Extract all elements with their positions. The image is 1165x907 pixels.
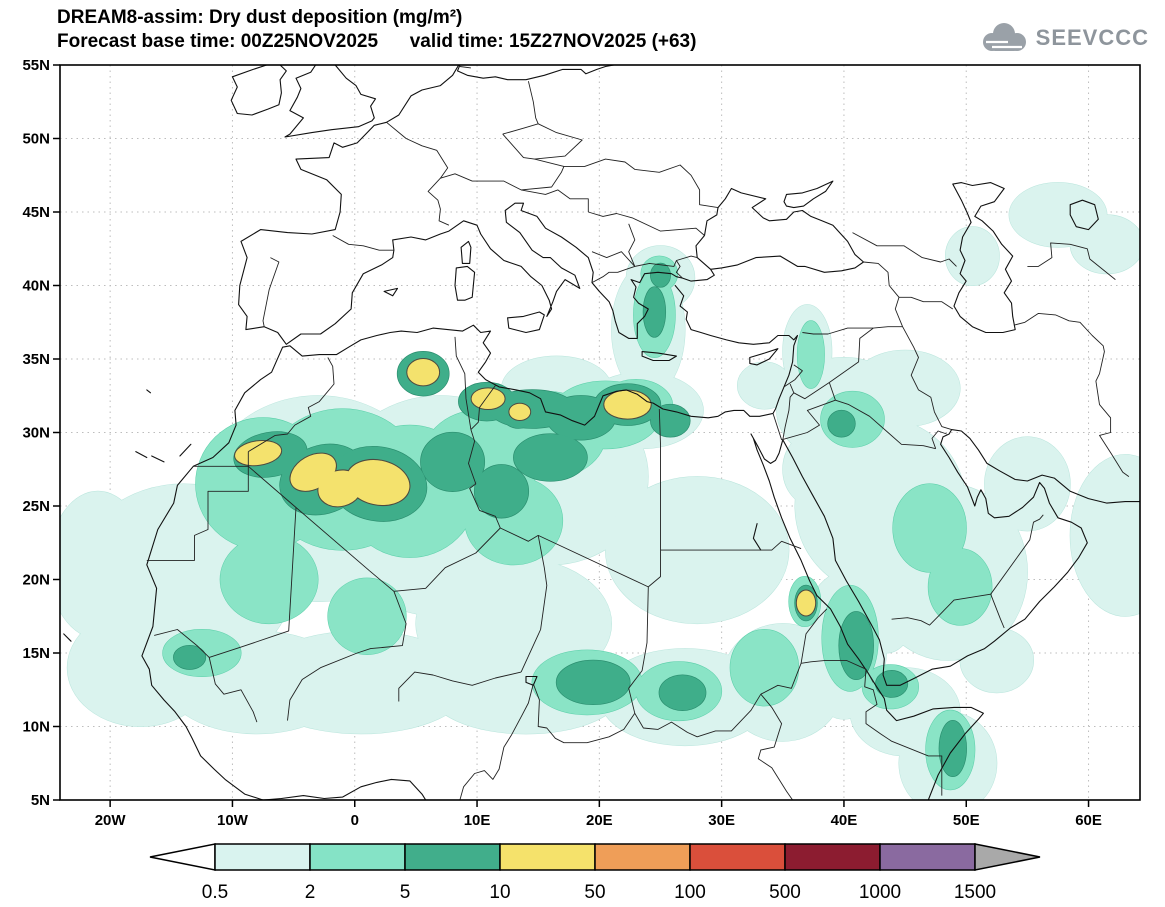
colorbar: 0.5 2 5 10 50 100 500 1000 1500 xyxy=(149,843,1041,903)
svg-text:45N: 45N xyxy=(22,204,50,221)
svg-text:20W: 20W xyxy=(95,812,127,829)
svg-text:1000: 1000 xyxy=(859,882,901,903)
svg-text:100: 100 xyxy=(674,882,706,903)
lat-axis: 55N 50N 45N 40N 35N 30N 25N 20N 15N 10N 5N xyxy=(22,57,60,809)
svg-text:30E: 30E xyxy=(708,812,735,829)
colorbar-under-arrow xyxy=(149,843,216,871)
svg-text:1500: 1500 xyxy=(954,882,996,903)
svg-text:2: 2 xyxy=(305,882,316,903)
logo-text: SEEVCCC xyxy=(1035,25,1149,50)
svg-text:40E: 40E xyxy=(831,812,858,829)
svg-text:20E: 20E xyxy=(586,812,613,829)
svg-text:60E: 60E xyxy=(1075,812,1102,829)
svg-text:55N: 55N xyxy=(22,57,50,74)
forecast-map: 55N 50N 45N 40N 35N 30N 25N 20N 15N 10N 5N 20W 10W 0 1… xyxy=(22,57,1141,829)
svg-text:10N: 10N xyxy=(22,719,50,736)
svg-text:40N: 40N xyxy=(22,278,50,295)
svg-text:500: 500 xyxy=(769,882,801,903)
colorbar-over-arrow xyxy=(974,843,1041,871)
svg-text:15N: 15N xyxy=(22,645,50,662)
dust-level-10-fill xyxy=(235,359,816,616)
svg-text:10W: 10W xyxy=(217,812,249,829)
svg-text:10E: 10E xyxy=(464,812,491,829)
svg-text:5N: 5N xyxy=(31,792,50,809)
svg-text:5: 5 xyxy=(400,882,411,903)
svg-text:10: 10 xyxy=(489,882,510,903)
svg-text:50E: 50E xyxy=(953,812,980,829)
colorbar-bar xyxy=(149,843,1041,871)
forecast-time-line: Forecast base time: 00Z25NOV2025 valid t… xyxy=(57,31,697,52)
lon-axis: 20W 10W 0 10E 20E 30E 40E 50E 60E xyxy=(95,800,1102,829)
svg-text:0.5: 0.5 xyxy=(202,882,228,903)
title-block: DREAM8-assim: Dry dust deposition (mg/m²… xyxy=(57,6,696,54)
colorbar-area: 0.5 2 5 10 50 100 500 1000 1500 xyxy=(0,828,1165,907)
colorbar-labels: 0.5 2 5 10 50 100 500 1000 1500 xyxy=(202,882,996,903)
svg-text:25N: 25N xyxy=(22,498,50,515)
svg-text:30N: 30N xyxy=(22,425,50,442)
svg-text:20N: 20N xyxy=(22,572,50,589)
svg-text:50N: 50N xyxy=(22,131,50,148)
cloud-icon xyxy=(982,23,1026,51)
country-borders xyxy=(146,66,1130,800)
map-area: 55N 50N 45N 40N 35N 30N 25N 20N 15N 10N 5N 20W 10W 0 1… xyxy=(8,57,1158,837)
svg-text:0: 0 xyxy=(351,812,359,829)
svg-text:35N: 35N xyxy=(22,351,50,368)
seevccc-logo: SEEVCCC xyxy=(978,20,1149,56)
svg-text:50: 50 xyxy=(584,882,605,903)
page-title: DREAM8-assim: Dry dust deposition (mg/m²… xyxy=(57,7,463,28)
